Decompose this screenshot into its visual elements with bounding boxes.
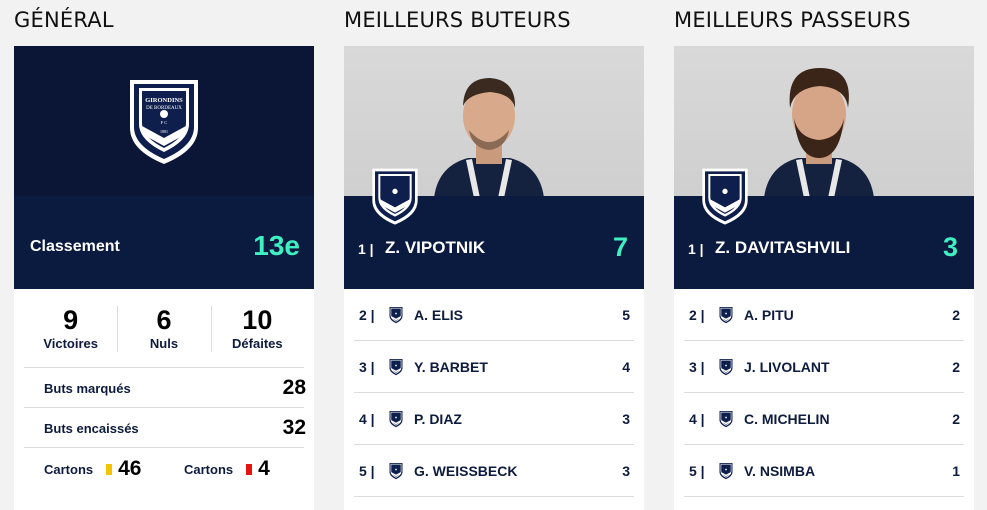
section-title-general: GÉNÉRAL <box>14 8 114 32</box>
girondins-crest-icon <box>718 409 734 429</box>
general-card-header: GIRONDINS DE BORDEAUX F C 1881 <box>14 46 314 196</box>
player-name: V. NSIMBA <box>744 462 816 479</box>
scorers-list: 2 | A. ELIS 5 3 | Y. BARBET 4 4 | P. DIA… <box>354 289 634 497</box>
general-card: GIRONDINS DE BORDEAUX F C 1881 Classemen… <box>14 46 314 510</box>
goals-against-label: Buts encaissés <box>44 420 139 436</box>
goals-value: 5 <box>622 306 630 323</box>
top-scorers-card: 1 | Z. VIPOTNIK 7 2 | A. ELIS 5 3 | Y. B… <box>344 46 644 510</box>
red-cards-value: 4 <box>258 457 270 480</box>
goals-value: 3 <box>622 410 630 427</box>
goals-value: 4 <box>622 358 630 375</box>
leader-rank: 1 | <box>358 241 374 257</box>
assists-value: 2 <box>952 306 960 323</box>
list-item[interactable]: 3 | Y. BARBET 4 <box>354 341 634 393</box>
rank: 5 | <box>359 462 375 479</box>
goals-value: 3 <box>622 462 630 479</box>
losses-stat: 10 Défaites <box>210 304 304 358</box>
player-name: P. DIAZ <box>414 410 462 427</box>
goals-against-row: Buts encaissés 32 <box>44 416 306 440</box>
list-item[interactable]: 5 | G. WEISSBECK 3 <box>354 445 634 497</box>
rank: 3 | <box>359 358 375 375</box>
section-title-assists: MEILLEURS PASSEURS <box>674 8 911 32</box>
cards-row: Cartons 46 Cartons 4 <box>44 456 304 482</box>
yellow-cards-stat: Cartons 46 <box>44 457 184 481</box>
list-item[interactable]: 3 | J. LIVOLANT 2 <box>684 341 964 393</box>
girondins-crest-icon <box>388 409 404 429</box>
crest-text-line2: DE BORDEAUX <box>146 106 182 111</box>
rank: 4 | <box>359 410 375 427</box>
girondins-crest-icon <box>388 357 404 377</box>
leader-rank: 1 | <box>688 241 704 257</box>
goals-against-value: 32 <box>282 416 306 439</box>
red-cards-label: Cartons <box>184 461 234 477</box>
player-photo-davitashvili <box>764 68 874 196</box>
divider <box>24 367 304 368</box>
player-name: A. PITU <box>744 306 794 323</box>
list-item[interactable]: 4 | P. DIAZ 3 <box>354 393 634 445</box>
red-card-icon <box>246 463 253 475</box>
assists-value: 2 <box>952 358 960 375</box>
results-summary: 9 Victoires 6 Nuls 10 Défaites <box>24 304 304 358</box>
rank: 2 | <box>359 306 375 323</box>
draws-label: Nuls <box>149 336 179 351</box>
crest-text-letters: F C <box>161 120 168 125</box>
rank: 5 | <box>689 462 705 479</box>
ranking-band: Classement 13e <box>14 196 314 289</box>
losses-label: Défaites <box>232 336 283 351</box>
leader-assists: 3 <box>942 232 958 262</box>
wins-stat: 9 Victoires <box>24 304 117 358</box>
list-item[interactable]: 4 | C. MICHELIN 2 <box>684 393 964 445</box>
losses-value: 10 <box>242 305 273 335</box>
girondins-crest-icon <box>718 461 734 481</box>
crest-text-line1: GIRONDINS <box>145 97 183 104</box>
leader-goals: 7 <box>612 232 628 262</box>
section-title-scorers: MEILLEURS BUTEURS <box>344 8 571 32</box>
divider <box>24 447 304 448</box>
yellow-cards-value: 46 <box>118 457 142 480</box>
assists-value: 1 <box>952 462 960 479</box>
list-item[interactable]: 2 | A. PITU 2 <box>684 289 964 341</box>
leader-name: Z. DAVITASHVILI <box>715 238 851 257</box>
player-name: Y. BARBET <box>414 358 488 375</box>
player-name: G. WEISSBECK <box>414 462 518 479</box>
player-name: A. ELIS <box>414 306 464 323</box>
player-photo-vipotnik <box>434 78 544 196</box>
goals-for-value: 28 <box>282 376 306 399</box>
yellow-card-icon <box>106 463 113 475</box>
player-name: C. MICHELIN <box>744 410 830 427</box>
goals-for-row: Buts marqués 28 <box>44 376 306 400</box>
assists-list: 2 | A. PITU 2 3 | J. LIVOLANT 2 4 | C. M… <box>684 289 964 497</box>
rank: 4 | <box>689 410 705 427</box>
assists-value: 2 <box>952 410 960 427</box>
leader-name: Z. VIPOTNIK <box>385 238 486 257</box>
player-name: J. LIVOLANT <box>744 358 830 375</box>
rank: 3 | <box>689 358 705 375</box>
girondins-crest-icon <box>718 357 734 377</box>
ranking-value: 13e <box>253 230 300 261</box>
wins-label: Victoires <box>43 336 98 351</box>
girondins-crest-icon <box>700 166 750 226</box>
divider <box>24 407 304 408</box>
crest-text-year: 1881 <box>160 129 168 134</box>
girondins-crest-icon <box>388 305 404 325</box>
list-item[interactable]: 5 | V. NSIMBA 1 <box>684 445 964 497</box>
yellow-cards-label: Cartons <box>44 461 94 477</box>
girondins-crest-icon <box>370 166 420 226</box>
top-assists-card: 1 | Z. DAVITASHVILI 3 2 | A. PITU 2 3 | … <box>674 46 974 510</box>
wins-value: 9 <box>63 305 79 335</box>
goals-for-label: Buts marqués <box>44 380 131 396</box>
girondins-crest-logo: GIRONDINS DE BORDEAUX F C 1881 <box>127 76 201 166</box>
draws-value: 6 <box>156 305 172 335</box>
girondins-crest-icon <box>718 305 734 325</box>
ranking-label: Classement <box>30 238 120 255</box>
red-cards-stat: Cartons 4 <box>184 457 270 481</box>
list-item[interactable]: 2 | A. ELIS 5 <box>354 289 634 341</box>
rank: 2 | <box>689 306 705 323</box>
girondins-crest-icon <box>388 461 404 481</box>
draws-stat: 6 Nuls <box>117 304 210 358</box>
